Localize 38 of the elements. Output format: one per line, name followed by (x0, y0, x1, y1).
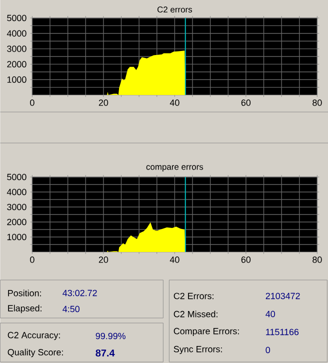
text: Sync Errors: (174, 346, 222, 354)
y-tick-label: 1000 (7, 76, 26, 83)
x-tick-label: 0 (30, 100, 34, 106)
text: Elapsed: (8, 304, 42, 314)
y-tick-label: 4000 (6, 30, 26, 37)
x-tick-label: 20 (98, 256, 108, 263)
text: 87.4 (96, 349, 115, 357)
x-tick-label: 20 (98, 100, 108, 106)
text: 40 (265, 310, 275, 318)
x-tick-label: 40 (170, 100, 180, 106)
text: 99.99% (96, 332, 126, 340)
y-tick-label: 1000 (7, 234, 26, 240)
chart-title: compare errors (146, 165, 203, 172)
y-tick-label: 2000 (6, 218, 26, 226)
x-tick-label: 40 (170, 256, 180, 263)
x-tick-label: 80 (312, 100, 322, 106)
y-tick-label: 3000 (6, 46, 26, 52)
text: C2 Missed: (174, 310, 218, 318)
text: 0 (266, 346, 270, 354)
x-tick-label: 60 (241, 256, 250, 263)
x-tick-label: 0 (30, 256, 34, 263)
y-tick-label: 2000 (6, 61, 26, 68)
text: 2103472 (266, 292, 300, 300)
text: 1151166 (266, 328, 298, 336)
text: 43:02.72 (62, 290, 97, 296)
y-tick-label: 3000 (6, 204, 26, 210)
text: Compare Errors: (174, 328, 239, 336)
text: 4:50 (62, 306, 80, 312)
chart-title: C2 errors (157, 6, 192, 12)
y-tick-label: 5000 (6, 174, 26, 180)
text: C2 Errors: (174, 292, 214, 300)
y-tick-label: 4000 (6, 188, 26, 196)
x-tick-label: 60 (241, 100, 250, 106)
text: Quality Score: (8, 348, 63, 358)
y-tick-label: 5000 (6, 14, 26, 22)
text: C2 Accuracy: (8, 332, 60, 340)
text: Position: (8, 290, 41, 296)
x-tick-label: 80 (312, 256, 322, 263)
